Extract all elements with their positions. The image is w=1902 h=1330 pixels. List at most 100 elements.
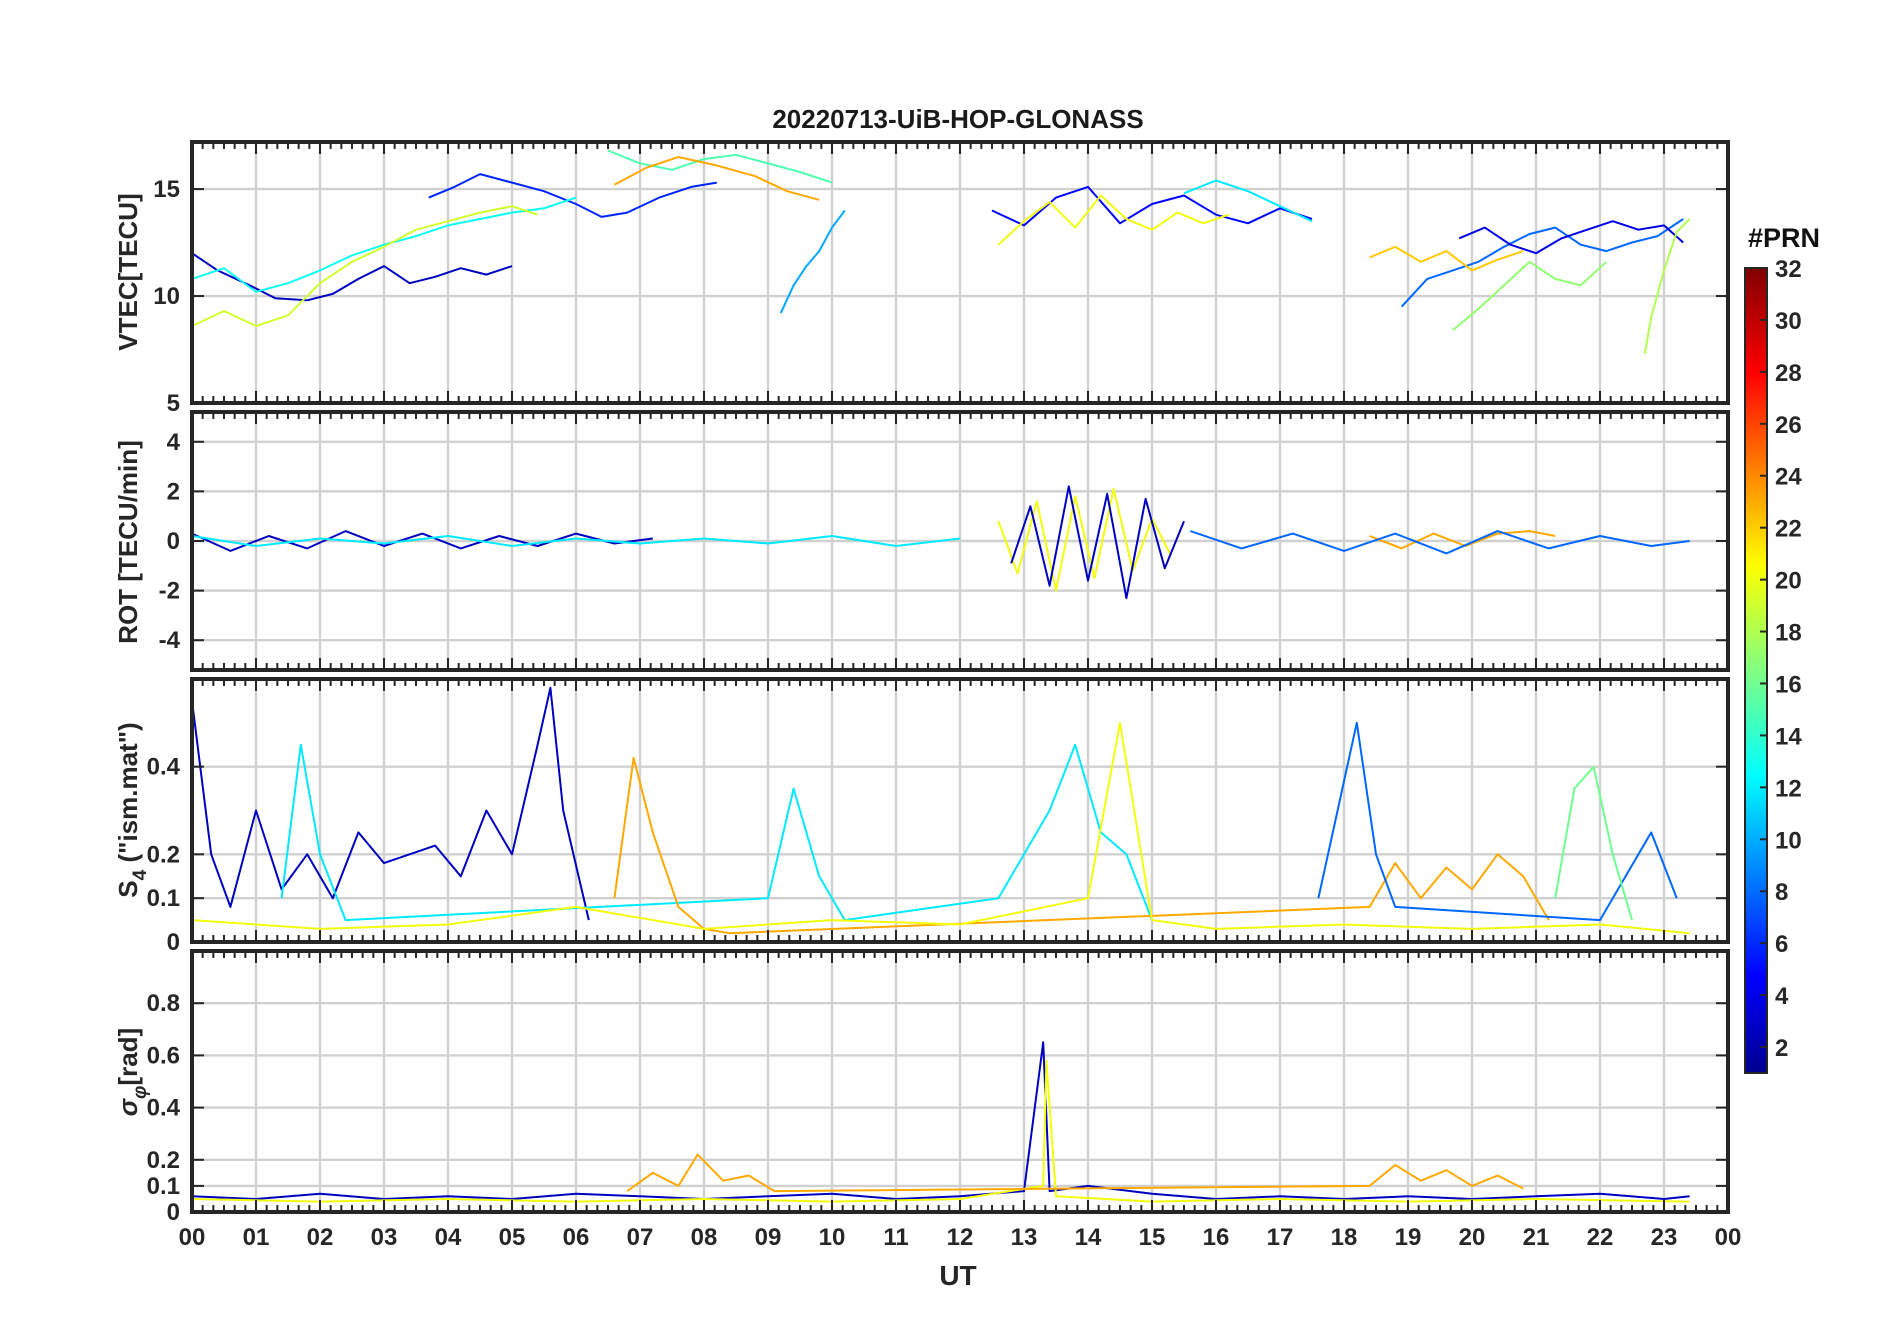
series-line-vtec <box>191 196 577 293</box>
x-tick-label: 02 <box>307 1224 334 1251</box>
x-tick-label: 16 <box>1203 1224 1230 1251</box>
series-line-vtec <box>191 205 538 327</box>
y-axis-label-s4: S4 ("ism.mat") <box>113 722 151 897</box>
series-line-sigma_phi <box>191 1041 1690 1200</box>
x-tick-label: 15 <box>1139 1224 1166 1251</box>
x-tick-label: 05 <box>499 1224 526 1251</box>
colorbar-tick-label: 20 <box>1775 568 1802 595</box>
x-tick-label: 20 <box>1459 1224 1486 1251</box>
series-line-vtec <box>997 194 1230 246</box>
series-line-vtec <box>191 252 513 302</box>
series-line-vtec <box>1458 220 1684 255</box>
series-line-s4 <box>280 743 1153 922</box>
series-line-vtec <box>991 185 1313 227</box>
x-tick-label: 23 <box>1651 1224 1678 1251</box>
x-tick-label: 04 <box>435 1224 462 1251</box>
x-axis-tick-labels: 00 01 02 03 04 05 06 07 08 09 10 11 12 13 14 15 16 17 18 19… <box>179 1224 1742 1251</box>
colorbar-tick-label: 28 <box>1775 360 1802 387</box>
series-line-s4 <box>191 686 590 921</box>
x-tick-label: 08 <box>691 1224 718 1251</box>
colorbar-tick-label: 18 <box>1775 620 1802 647</box>
series-line-vtec <box>1369 245 1524 272</box>
y-tick-label: 0.1 <box>147 1173 180 1200</box>
x-tick-label: 22 <box>1587 1224 1614 1251</box>
x-tick-label: 07 <box>627 1224 654 1251</box>
panel-sigma-phi: 00.10.2 0.4 0.6 0.8 <box>147 949 1730 1226</box>
colorbar-tick-label: 8 <box>1775 879 1788 906</box>
y-tick-label: 0.4 <box>147 754 181 781</box>
colorbar-title: #PRN <box>1748 223 1820 253</box>
y-tick-label: 0 <box>167 1199 180 1226</box>
y-axis-label-rot: ROT [TECU/min] <box>113 440 143 644</box>
x-tick-label: 11 <box>883 1224 908 1251</box>
y-tick-label: -2 <box>159 578 180 605</box>
x-tick-label: 01 <box>243 1224 270 1251</box>
x-tick-label: 09 <box>755 1224 782 1251</box>
colorbar-tick-label: 24 <box>1775 464 1802 491</box>
x-tick-label: 13 <box>1011 1224 1038 1251</box>
series-line-s4 <box>613 756 1550 935</box>
y-tick-label: 2 <box>167 478 180 505</box>
y-tick-label: 4 <box>167 429 181 456</box>
series-line-vtec <box>1452 260 1608 332</box>
x-tick-label: 06 <box>563 1224 590 1251</box>
chart-title: 20220713-UiB-HOP-GLONASS <box>772 104 1143 134</box>
series-line-rot <box>191 530 653 552</box>
x-tick-label: 12 <box>947 1224 974 1251</box>
panel-rot: -4 -2 0 2 4 <box>159 410 1730 672</box>
y-tick-label: 0.1 <box>147 885 180 912</box>
series-line-vtec <box>779 209 846 314</box>
x-tick-label: 00 <box>179 1224 206 1251</box>
colorbar-tick-label: 4 <box>1775 983 1789 1010</box>
series-line-s4 <box>191 721 1690 935</box>
series-line-rot <box>191 535 961 547</box>
y-axis-label-vtec: VTEC[TECU] <box>113 193 143 350</box>
series-line-vtec <box>613 156 820 201</box>
series-line-vtec <box>1643 218 1691 354</box>
y-tick-label: 0.8 <box>147 990 180 1017</box>
colorbar-tick-label: 22 <box>1775 516 1802 543</box>
colorbar-tick-label: 26 <box>1775 412 1802 439</box>
x-tick-label: 03 <box>371 1224 398 1251</box>
colorbar-tick-label: 6 <box>1775 931 1788 958</box>
x-tick-label: 18 <box>1331 1224 1358 1251</box>
colorbar-tick-label: 2 <box>1775 1035 1788 1062</box>
series-line-rot <box>997 487 1173 592</box>
y-tick-label: 0 <box>167 929 180 956</box>
x-tick-label: 10 <box>819 1224 846 1251</box>
x-axis-label: UT <box>939 1260 976 1291</box>
x-tick-label: 17 <box>1267 1224 1294 1251</box>
series-line-vtec <box>1400 218 1684 308</box>
colorbar-tick-label: 30 <box>1775 308 1802 335</box>
colorbar-gradient <box>1744 267 1768 1074</box>
series-line-s4 <box>1554 765 1633 921</box>
y-tick-label: -4 <box>159 627 181 654</box>
x-tick-label: 00 <box>1715 1224 1742 1251</box>
y-tick-label: 0.6 <box>147 1042 180 1069</box>
y-tick-label: 0.4 <box>147 1095 181 1122</box>
y-tick-label: 0.2 <box>147 841 180 868</box>
series-line-vtec <box>607 149 833 184</box>
y-tick-label: 5 <box>167 390 180 417</box>
colorbar-tick-label: 14 <box>1775 723 1802 750</box>
panel-vtec: 5 10 15 <box>153 140 1730 417</box>
series-line-rot <box>1190 530 1690 555</box>
series-line-sigma_phi <box>626 1153 1524 1193</box>
y-tick-label: 0 <box>167 528 180 555</box>
series-line-sigma_phi <box>191 1059 1690 1203</box>
colorbar-tick-label: 32 <box>1775 256 1802 283</box>
y-axis-label-sigma-phi: σφ[rad] <box>113 1028 151 1116</box>
series-line-vtec <box>428 173 717 218</box>
series-line-vtec <box>1183 179 1313 223</box>
colorbar-tick-label: 10 <box>1775 827 1802 854</box>
series-line-s4 <box>1317 721 1678 922</box>
y-tick-label: 0.2 <box>147 1147 180 1174</box>
x-tick-label: 19 <box>1395 1224 1422 1251</box>
panel-s4: 0 0.1 0.2 0.4 <box>147 677 1730 956</box>
series-line-rot <box>1010 485 1185 600</box>
colorbar-tick-label: 12 <box>1775 775 1802 802</box>
x-tick-label: 14 <box>1075 1224 1102 1251</box>
x-tick-label: 21 <box>1523 1224 1550 1251</box>
